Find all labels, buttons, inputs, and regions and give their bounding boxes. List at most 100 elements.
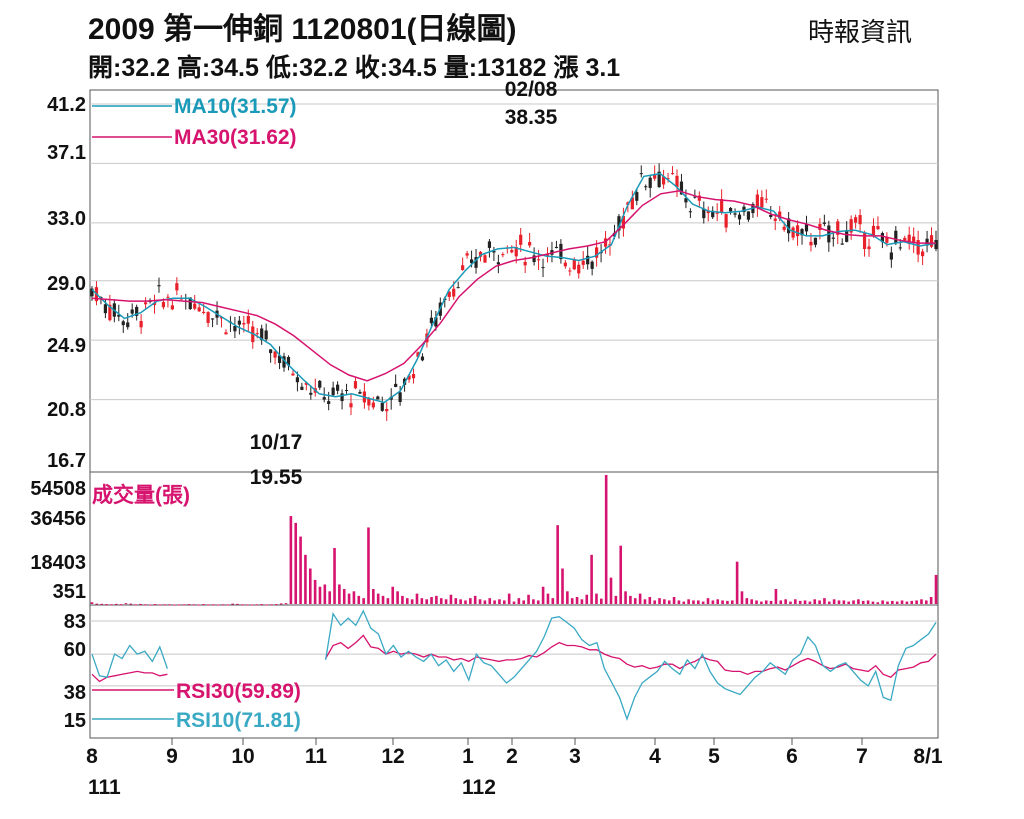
volume-bar — [672, 597, 676, 604]
rsi-tick: 60 — [64, 639, 86, 661]
candle-body — [331, 387, 335, 396]
volume-bar — [134, 604, 137, 606]
volume-bar — [299, 536, 302, 604]
candle-body — [720, 199, 724, 213]
candle-body — [130, 309, 134, 314]
candle-body — [420, 356, 425, 361]
volume-bar — [619, 545, 623, 604]
volume-bar — [110, 604, 113, 606]
candle-body — [536, 259, 541, 261]
candle-body — [117, 314, 121, 317]
candle-body — [487, 241, 492, 248]
candle-body — [595, 247, 599, 258]
volume-bar — [352, 591, 356, 604]
candle-body — [166, 296, 170, 298]
candle-body — [255, 333, 259, 335]
candle-body — [733, 213, 737, 215]
x-tick: 5 — [708, 745, 720, 768]
volume-bar — [405, 598, 409, 604]
volume-bar — [221, 604, 225, 606]
candle-body — [684, 198, 688, 203]
candle-body — [273, 351, 277, 358]
volume-bar — [682, 601, 686, 604]
volume-bar — [760, 601, 763, 604]
volume-bar — [367, 527, 370, 604]
candle-body — [862, 233, 867, 249]
volume-bar — [590, 554, 593, 604]
volume-bar — [842, 600, 846, 604]
candle-body — [188, 297, 192, 310]
candle-body — [907, 234, 911, 245]
candle-body — [90, 288, 94, 297]
candle-body — [246, 315, 250, 324]
volume-bar — [236, 603, 239, 605]
volume-bar — [784, 599, 787, 604]
volume-bar — [551, 598, 555, 604]
candle-body — [532, 255, 536, 263]
candle-body — [447, 291, 451, 297]
candle-body — [653, 174, 657, 179]
candle-body — [845, 230, 849, 242]
grid-lines — [90, 103, 938, 745]
x-tick: 10 — [231, 745, 254, 768]
candle-body — [197, 307, 201, 312]
volume-bar — [522, 600, 526, 604]
volume-bar — [861, 600, 865, 604]
volume-tick: 54508 — [30, 478, 86, 500]
volume-bar — [357, 595, 361, 604]
volume-bar — [279, 603, 283, 605]
ma10-line — [91, 172, 937, 404]
volume-bar — [139, 603, 142, 605]
candle-body — [791, 227, 795, 238]
candle-body — [912, 236, 916, 244]
candle-body — [103, 304, 107, 314]
candle-body — [139, 320, 143, 328]
rsi30-line — [325, 634, 937, 678]
volume-bar — [430, 597, 433, 604]
volume-bar — [769, 600, 773, 604]
candle-body — [291, 373, 295, 376]
candle-body — [394, 383, 398, 387]
volume-bar — [740, 591, 744, 604]
candle-body — [818, 223, 822, 230]
volume-bar — [604, 475, 608, 604]
candle-body — [898, 247, 902, 249]
volume-bar — [173, 604, 176, 606]
volume-bar — [304, 554, 307, 604]
candle-body — [639, 173, 643, 175]
candle-body — [769, 214, 773, 218]
volume-bar — [794, 599, 797, 604]
volume-bar — [464, 600, 467, 604]
candle-body — [621, 215, 626, 229]
volume-bar — [114, 603, 118, 605]
candle-body — [831, 237, 835, 239]
candle-body — [782, 226, 786, 230]
candle-body — [787, 218, 791, 234]
candle-body — [309, 392, 313, 395]
volume-bar — [119, 604, 123, 606]
low-annotation-value: 19.55 — [250, 466, 303, 489]
volume-bar — [735, 561, 739, 604]
candle-body — [925, 238, 929, 246]
volume-bar — [910, 600, 914, 604]
candle-body — [541, 267, 545, 269]
volume-bar — [347, 593, 351, 604]
volume-bar — [692, 600, 695, 604]
volume-bar — [178, 604, 181, 606]
candle-body — [344, 390, 349, 392]
candle-body — [380, 402, 384, 411]
volume-bar — [284, 603, 288, 605]
volume-bar — [624, 591, 627, 604]
candle-body — [809, 241, 813, 246]
candle-body — [175, 283, 179, 291]
rsi10-line — [324, 609, 937, 721]
candle-body — [269, 349, 273, 354]
volume-bar — [216, 604, 220, 606]
candle-body — [376, 396, 380, 400]
candle-body — [554, 246, 559, 248]
candle-body — [510, 250, 514, 253]
candle-body — [630, 197, 634, 210]
candle-body — [492, 250, 496, 253]
price-tick: 24.9 — [47, 335, 86, 357]
volume-bar — [454, 598, 458, 604]
